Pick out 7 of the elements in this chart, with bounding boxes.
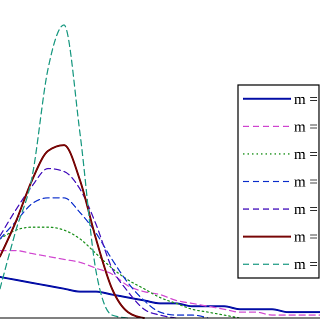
legend-label: m = bbox=[294, 202, 318, 218]
legend-label: m = bbox=[294, 119, 318, 136]
legend-label: m = bbox=[294, 257, 318, 274]
legend-label: m = bbox=[294, 146, 318, 163]
legend-label: m = bbox=[294, 174, 318, 190]
legend-label: m = bbox=[294, 92, 318, 108]
legend-label: m = bbox=[294, 230, 318, 246]
